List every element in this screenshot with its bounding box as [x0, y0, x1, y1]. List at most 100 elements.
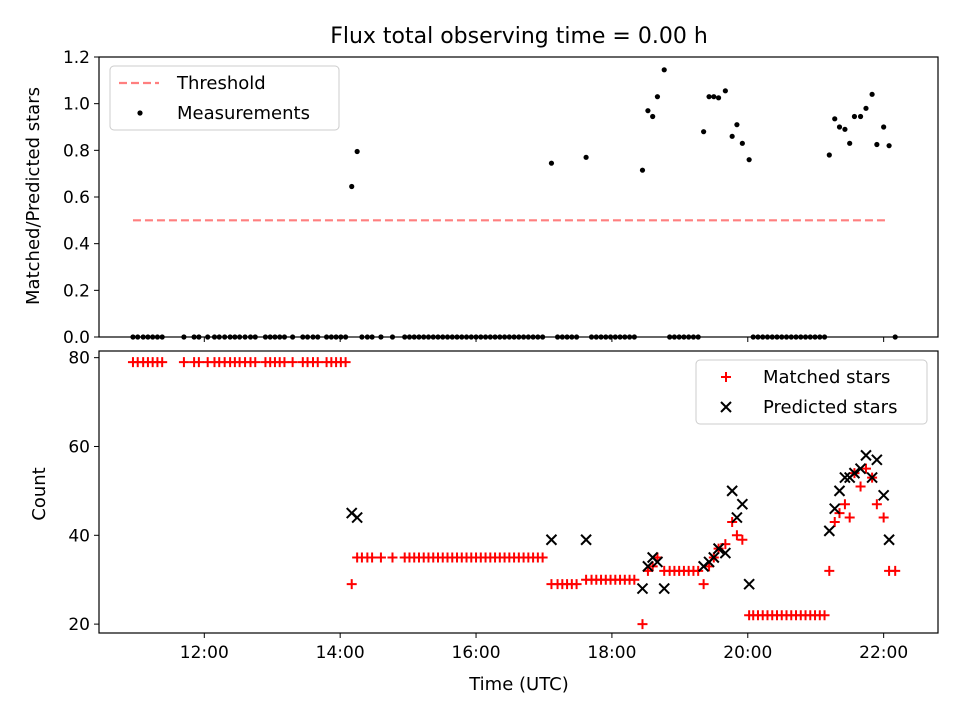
- matched-stars-point: [878, 512, 889, 523]
- predicted-stars-point: [642, 560, 654, 573]
- predicted-stars-point: [658, 582, 670, 595]
- measurements-point: [349, 183, 355, 190]
- measurements-point: [847, 140, 853, 146]
- x-tick-label: 16:00: [452, 643, 501, 663]
- measurements-point: [701, 129, 707, 135]
- matched-stars-point: [312, 357, 323, 368]
- x-tick-label: 12:00: [180, 643, 229, 663]
- measurements-point: [645, 108, 651, 114]
- ratio-y-tick-label: 1.2: [63, 48, 90, 68]
- legend-threshold-label: Threshold: [176, 73, 266, 94]
- matched-stars-point: [890, 565, 901, 576]
- predicted-stars-point: [545, 534, 558, 546]
- predicted-stars-point: [580, 534, 592, 546]
- measurements-point: [739, 140, 745, 146]
- count-plot: 20 40 60 80 12:00 14:00 16:00 18:00 20:00 22:00 Ma…: [68, 349, 939, 663]
- ratio-y-tick-label: 0.8: [63, 141, 90, 161]
- predicted-stars-point: [829, 502, 841, 515]
- matched-stars-point: [571, 579, 582, 590]
- measurements-point: [715, 95, 722, 101]
- predicted-stars-point: [743, 578, 755, 590]
- measurements-point: [548, 160, 555, 166]
- ratio-y-tick-label: 0.4: [63, 235, 90, 255]
- x-tick-label: 22:00: [859, 643, 908, 663]
- count-y-tick-label: 40: [68, 526, 90, 546]
- matched-stars-point: [193, 357, 204, 368]
- count-y-tick-label: 80: [68, 349, 90, 369]
- measurements-point: [874, 141, 880, 148]
- measurements-point: [842, 126, 848, 132]
- count-legend-box: [695, 359, 928, 425]
- predicted-stars-point: [736, 498, 749, 510]
- ratio-legend-box: [109, 65, 340, 131]
- predicted-stars-point: [883, 534, 895, 546]
- predicted-stars-point: [877, 489, 890, 502]
- x-tick-label: 14:00: [316, 643, 365, 663]
- matched-stars-point: [340, 357, 351, 368]
- predicted-stars-point: [839, 471, 851, 484]
- predicted-stars-point: [860, 449, 872, 462]
- predicted-stars-point: [636, 582, 649, 595]
- measurements-point: [354, 148, 360, 155]
- measurements-point: [863, 105, 869, 111]
- matched-stars-point: [157, 357, 168, 368]
- matched-stars-point: [698, 579, 709, 590]
- measurements-point: [836, 124, 843, 130]
- predicted-stars-point: [712, 542, 725, 555]
- predicted-stars-point: [866, 471, 878, 484]
- matched-stars-point: [871, 499, 882, 510]
- measurements-point: [661, 67, 667, 73]
- matched-stars-point: [829, 516, 840, 527]
- predicted-stars-point: [871, 454, 883, 466]
- predicted-stars-point: [731, 511, 743, 524]
- measurements-point: [583, 154, 589, 160]
- predicted-stars-point: [651, 556, 664, 568]
- predicted-stars-point: [351, 511, 363, 524]
- legend-predicted-stars-label: Predicted stars: [763, 397, 897, 418]
- legend-matched-stars-label: Matched stars: [763, 367, 890, 388]
- matched-stars-point: [250, 357, 261, 368]
- matched-stars-point: [839, 499, 850, 510]
- measurements-point: [886, 143, 892, 149]
- x-tick-label: 20:00: [723, 643, 772, 663]
- measurements-point: [639, 167, 646, 173]
- matched-stars-point: [375, 552, 386, 563]
- matched-stars-point: [629, 574, 640, 585]
- measurements-point: [746, 157, 752, 163]
- legend-measurements-label: Measurements: [177, 103, 310, 124]
- measurements-point: [654, 94, 661, 100]
- matched-stars-point: [819, 610, 830, 621]
- measurements-point: [734, 122, 740, 128]
- ratio-y-tick-label: 0.2: [63, 281, 90, 301]
- predicted-stars-point: [823, 525, 836, 537]
- measurements-point: [832, 116, 838, 122]
- measurements-point: [706, 94, 712, 100]
- matched-stars-point: [346, 579, 357, 590]
- ratio-y-axis-label: Matched/Predicted stars: [23, 87, 44, 305]
- matched-stars-point: [844, 512, 855, 523]
- count-y-tick-label: 60: [68, 437, 90, 457]
- legend-measurements-handle: [137, 110, 143, 116]
- matched-stars-point: [287, 357, 298, 368]
- measurements-point: [881, 124, 887, 130]
- count-axes-frame: [98, 350, 939, 634]
- measurements-point: [857, 113, 864, 120]
- predicted-stars-point: [833, 485, 846, 497]
- legend-matched-stars-handle: [721, 372, 731, 382]
- ratio-y-tick-label: 1.0: [63, 95, 90, 115]
- matched-stars-point: [860, 463, 871, 474]
- x-axis-label: Time (UTC): [468, 674, 569, 695]
- matched-stars-point: [387, 552, 398, 563]
- predicted-stars-point: [848, 467, 861, 479]
- matched-stars-point: [824, 565, 835, 576]
- ratio-y-tick-label: 0.6: [63, 188, 90, 208]
- predicted-stars-point: [708, 551, 720, 564]
- matched-stars-point: [737, 534, 748, 545]
- legend-predicted-stars-handle: [720, 401, 732, 413]
- measurements-point: [851, 113, 858, 120]
- x-tick-label: 18:00: [587, 643, 636, 663]
- measurements-point: [711, 94, 717, 100]
- matched-stars-point: [537, 552, 548, 563]
- predicted-stars-point: [854, 462, 867, 475]
